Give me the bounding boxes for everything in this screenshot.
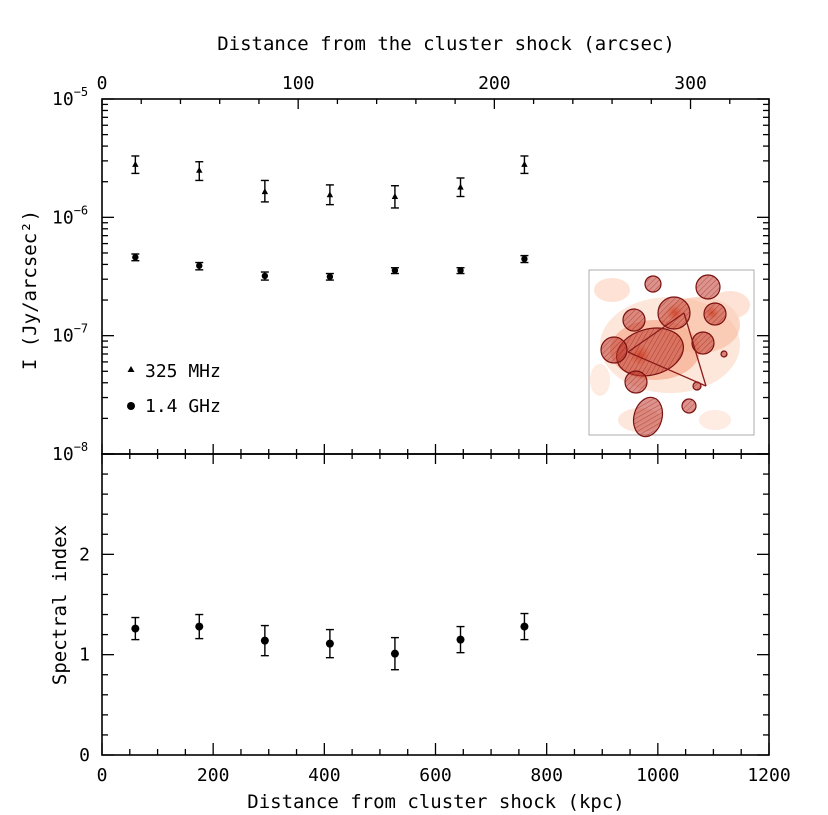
point-spectral-index bbox=[456, 635, 465, 644]
point-spectral-index bbox=[195, 622, 204, 631]
legend: 325 MHz 1.4 GHz bbox=[127, 361, 221, 417]
top-x-tick-label: 0 bbox=[97, 73, 108, 94]
point-spectral-index bbox=[520, 622, 529, 631]
legend-label-1-4ghz: 1.4 GHz bbox=[145, 396, 221, 417]
top-x-axis-title: Distance from the cluster shock (arcsec) bbox=[217, 33, 675, 55]
top-y-tick-label: 10−6 bbox=[52, 203, 88, 228]
top-y-axis-title: I (Jy/arcsec²) bbox=[19, 210, 41, 370]
bottom-plot-frame bbox=[101, 453, 770, 756]
point-1-4ghz bbox=[457, 267, 464, 274]
top-panel: 0 100 200 300 10−8 10−7 10−6 10−5 Distance from… bbox=[19, 33, 770, 465]
point-1-4ghz bbox=[391, 267, 399, 274]
bottom-panel: 0 200 400 600 800 1000 1200 0 1 2 Distance from c… bbox=[49, 453, 791, 813]
point-325mhz bbox=[326, 191, 334, 198]
point-325mhz bbox=[196, 166, 203, 173]
point-spectral-index bbox=[131, 624, 140, 633]
top-x-tick-label: 200 bbox=[478, 73, 511, 94]
point-1-4ghz bbox=[261, 272, 269, 280]
bottom-x-tick-label: 0 bbox=[97, 765, 108, 786]
bottom-x-axis-title: Distance from cluster shock (kpc) bbox=[247, 791, 625, 813]
point-1-4ghz bbox=[326, 273, 334, 280]
point-325mhz bbox=[457, 183, 464, 190]
bottom-ticks bbox=[101, 453, 770, 756]
legend-label-325mhz: 325 MHz bbox=[145, 361, 221, 382]
bottom-x-tick-label: 1200 bbox=[747, 765, 790, 786]
bottom-y-tick-label: 1 bbox=[79, 645, 90, 666]
point-1-4ghz bbox=[196, 262, 203, 269]
top-y-tick-label: 10−7 bbox=[52, 322, 88, 347]
point-spectral-index bbox=[325, 639, 334, 648]
point-spectral-index bbox=[260, 636, 269, 645]
point-1-4ghz bbox=[521, 255, 528, 263]
bottom-x-tick-label: 1000 bbox=[636, 765, 679, 786]
point-325mhz bbox=[132, 160, 139, 167]
radio-map-inset bbox=[588, 269, 755, 438]
top-x-tick-label: 100 bbox=[282, 73, 315, 94]
top-marks bbox=[131, 155, 529, 281]
bottom-tick-labels: 0 200 400 600 800 1000 1200 0 1 2 bbox=[79, 544, 791, 786]
bottom-x-tick-label: 800 bbox=[530, 765, 563, 786]
inset-wedge-lines bbox=[627, 312, 707, 387]
point-1-4ghz bbox=[132, 254, 139, 261]
point-325mhz bbox=[261, 188, 269, 195]
point-spectral-index bbox=[390, 649, 399, 658]
bottom-y-tick-label: 2 bbox=[79, 544, 90, 565]
legend-triangle-marker bbox=[127, 366, 135, 372]
top-x-tick-label: 300 bbox=[674, 73, 707, 94]
inset-regions bbox=[600, 274, 728, 438]
top-ticks bbox=[101, 98, 770, 455]
top-y-tick-label: 10−8 bbox=[52, 440, 88, 465]
bottom-y-axis-title: Spectral index bbox=[49, 525, 71, 685]
bottom-marks bbox=[131, 612, 529, 671]
top-y-tick-label: 10−5 bbox=[52, 85, 88, 110]
bottom-x-tick-label: 200 bbox=[197, 765, 230, 786]
legend-circle-marker bbox=[127, 402, 135, 410]
top-tick-labels: 0 100 200 300 10−8 10−7 10−6 10−5 bbox=[52, 73, 707, 465]
bottom-x-tick-label: 400 bbox=[308, 765, 341, 786]
point-325mhz bbox=[521, 160, 528, 167]
bottom-x-tick-label: 600 bbox=[419, 765, 452, 786]
bottom-y-tick-label: 0 bbox=[79, 745, 90, 766]
point-325mhz bbox=[391, 192, 399, 199]
